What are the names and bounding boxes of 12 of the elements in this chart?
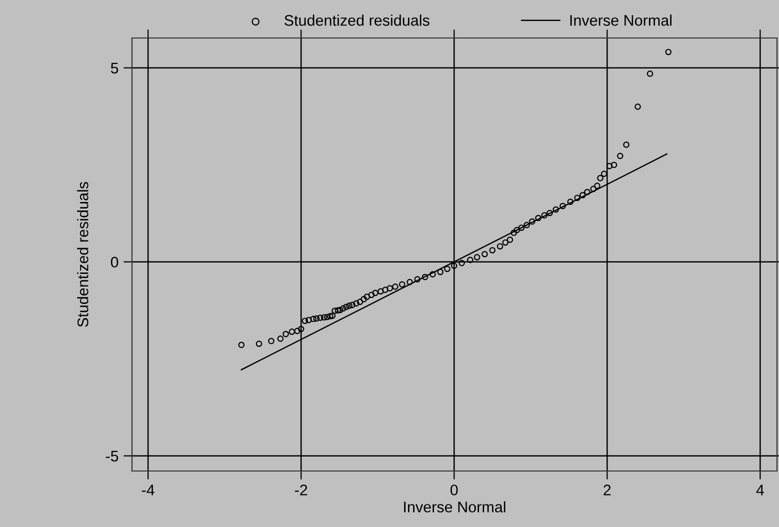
y-tick-label: -5 [106, 450, 118, 462]
x-tick-label: 2 [604, 484, 611, 496]
x-tick-label: 0 [450, 484, 458, 496]
x-tick-label: -4 [142, 484, 154, 496]
y-tick-label: 0 [110, 256, 118, 268]
y-tick-label: 5 [110, 62, 118, 74]
x-tick-label: 4 [756, 484, 764, 496]
y-axis-title: Studentized residuals [77, 182, 88, 327]
legend-label: Inverse Normal [570, 14, 672, 26]
x-axis-title: Inverse Normal [404, 501, 506, 512]
legend-label: Studentized residuals [284, 14, 430, 26]
x-tick-label: -2 [294, 484, 308, 496]
